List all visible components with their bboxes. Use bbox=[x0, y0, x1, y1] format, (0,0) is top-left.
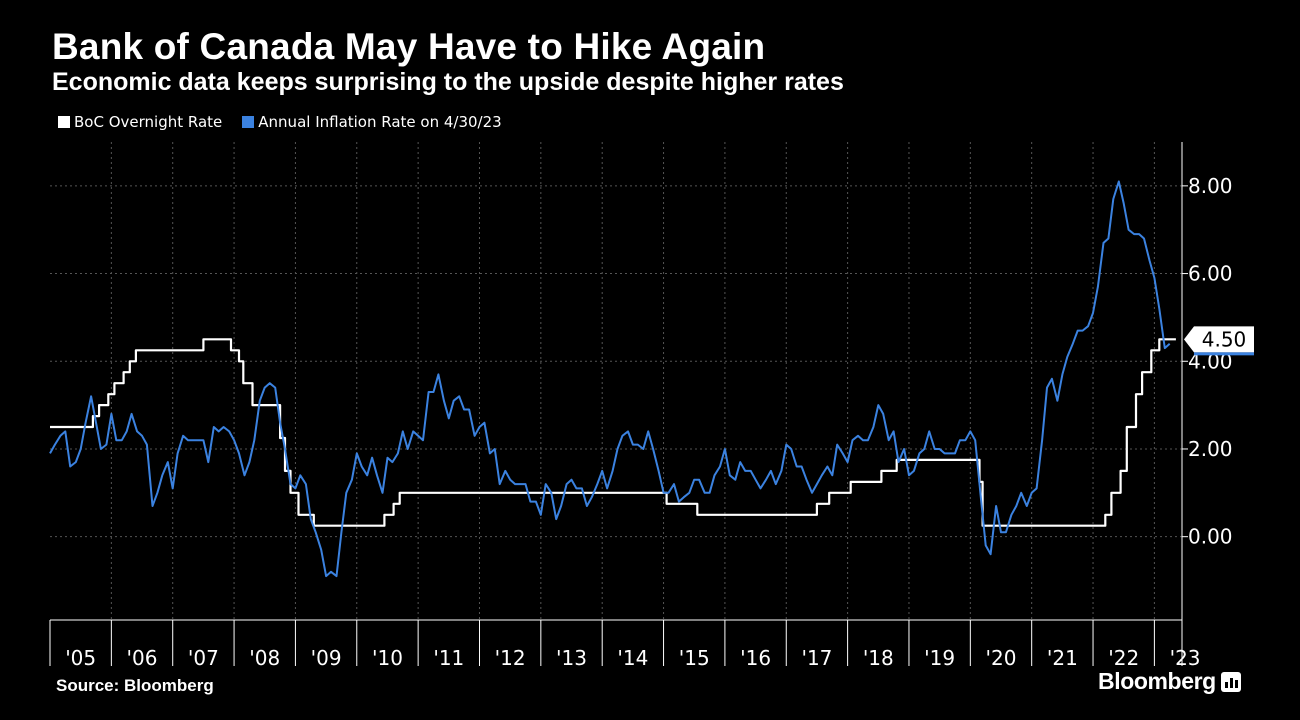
x-tick-label: '18 bbox=[863, 646, 894, 670]
x-tick-label: '07 bbox=[188, 646, 219, 670]
x-tick-label: '13 bbox=[556, 646, 587, 670]
x-tick-label: '21 bbox=[1047, 646, 1078, 670]
brand-logo: Bloomberg bbox=[1098, 668, 1241, 695]
inflation-last-marker bbox=[1194, 352, 1254, 356]
legend: BoC Overnight Rate Annual Inflation Rate… bbox=[58, 113, 502, 131]
y-tick-label: 6.00 bbox=[1188, 262, 1233, 286]
x-tick-label: '14 bbox=[617, 646, 648, 670]
x-tick-label: '20 bbox=[986, 646, 1017, 670]
source-note: Source: Bloomberg bbox=[56, 676, 214, 695]
series-line-overnight-rate bbox=[50, 338, 1176, 527]
axes bbox=[49, 142, 1188, 666]
series-group bbox=[49, 180, 1176, 578]
x-tick-label: '19 bbox=[924, 646, 955, 670]
legend-label-inflation-rate: Annual Inflation Rate on 4/30/23 bbox=[258, 113, 502, 131]
y-tick-label: 8.00 bbox=[1188, 174, 1233, 198]
x-tick-label: '22 bbox=[1108, 646, 1139, 670]
legend-item-inflation-rate[interactable]: Annual Inflation Rate on 4/30/23 bbox=[242, 113, 502, 131]
x-tick-label: '05 bbox=[65, 646, 96, 670]
x-tick-label: '10 bbox=[372, 646, 403, 670]
x-tick-label: '16 bbox=[740, 646, 771, 670]
brand-name: Bloomberg bbox=[1098, 668, 1216, 694]
x-tick-label: '12 bbox=[495, 646, 526, 670]
bar-chart-icon bbox=[1220, 671, 1241, 692]
x-tick-label: '09 bbox=[311, 646, 342, 670]
legend-label-overnight-rate: BoC Overnight Rate bbox=[74, 113, 223, 131]
x-tick-label: '11 bbox=[433, 646, 464, 670]
x-tick-label: '17 bbox=[801, 646, 832, 670]
last-value-callout: 4.50 bbox=[1184, 326, 1254, 356]
chart-subtitle: Economic data keeps surprising to the up… bbox=[52, 68, 844, 96]
legend-swatch-inflation-rate bbox=[242, 116, 255, 128]
grid-lines bbox=[50, 142, 1182, 620]
chart-title: Bank of Canada May Have to Hike Again bbox=[52, 26, 766, 67]
y-tick-label: 2.00 bbox=[1188, 437, 1233, 461]
axis-labels: 0.002.004.006.008.00'05'06'07'08'09'10'1… bbox=[65, 174, 1254, 670]
legend-item-overnight-rate[interactable]: BoC Overnight Rate bbox=[58, 113, 222, 131]
y-tick-label: 0.00 bbox=[1188, 525, 1233, 549]
last-value-box bbox=[1184, 326, 1254, 353]
series-line-inflation-rate bbox=[49, 180, 1171, 578]
x-tick-label: '15 bbox=[679, 646, 710, 670]
x-tick-label: '06 bbox=[127, 646, 158, 670]
x-tick-label: '08 bbox=[249, 646, 280, 670]
last-value-label: 4.50 bbox=[1202, 327, 1247, 351]
legend-swatch-overnight-rate bbox=[58, 116, 70, 128]
x-tick-label: '23 bbox=[1170, 646, 1201, 670]
